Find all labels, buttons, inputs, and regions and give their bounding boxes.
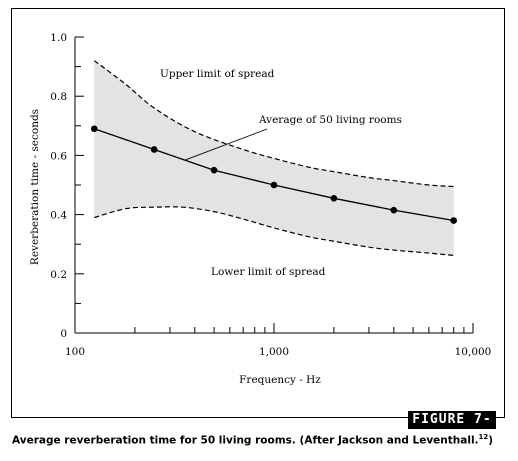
y-tick-label: 1.0 [50,32,67,44]
x-axis-label: Frequency - Hz [239,374,321,386]
average-point [270,181,278,189]
average-point [150,146,158,153]
figure-label: FIGURE 7-17 [408,411,496,445]
average-point [450,217,458,224]
caption-end: ) [488,434,494,447]
y-axis-label: Reverberation time - seconds [29,109,41,265]
average-point [210,166,218,174]
average-point [390,206,398,214]
figure-frame: 0 0.2 0.4 0.6 0.8 1.0 100 1,000 10,000 Frequency … [11,8,505,445]
lower-limit-line [94,206,454,257]
annotation-average: Average of 50 living rooms [258,114,402,126]
caption-text: Average reverberation time for 50 living… [12,434,479,447]
y-tick-label: 0.4 [50,210,67,222]
y-tick-label: 0.6 [50,150,67,162]
figure-caption: Average reverberation time for 50 living… [12,433,512,447]
average-point [330,195,338,202]
annotation-upper-limit: Upper limit of spread [160,68,275,80]
annotation-average-leader [185,128,268,161]
x-tick-label: 10,000 [455,346,492,358]
y-tick-label: 0.8 [50,91,67,103]
x-tick-label: 1,000 [259,346,289,358]
upper-limit-line [93,60,454,188]
annotation-lower-limit: Lower limit of spread [211,266,326,278]
chart: 0 0.2 0.4 0.6 0.8 1.0 100 1,000 10,000 Frequency … [29,32,492,386]
average-point [90,125,98,133]
spread-band [94,60,454,256]
y-tick-label: 0.2 [50,269,67,281]
y-tick-label: 0 [60,328,67,340]
x-tick-label: 100 [65,346,85,358]
caption-reference: 12 [478,433,489,441]
